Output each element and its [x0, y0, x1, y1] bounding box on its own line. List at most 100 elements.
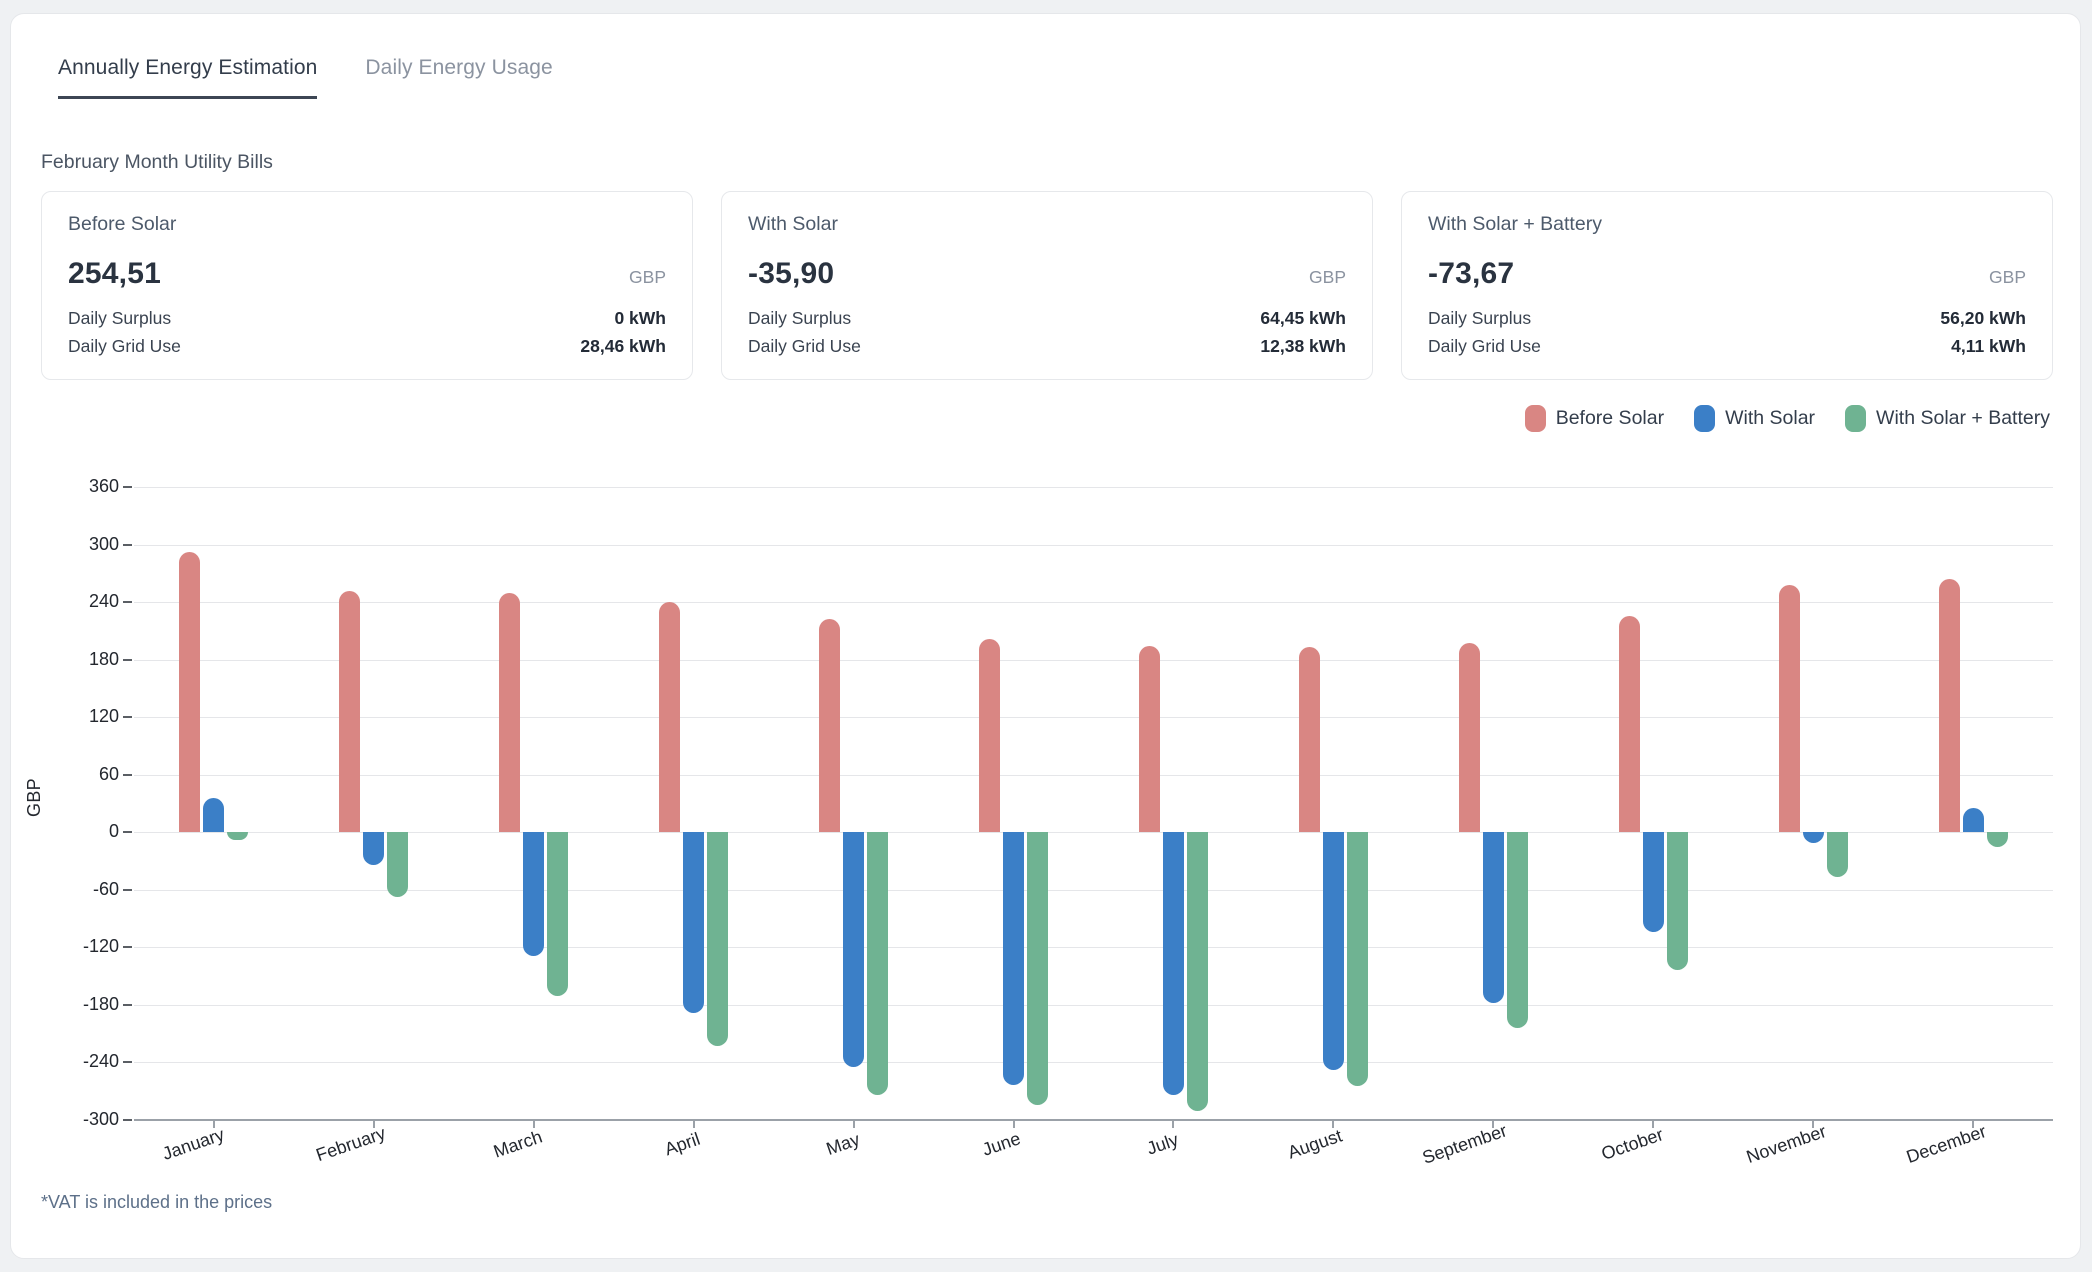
y-tick-label: -180: [82, 993, 119, 1014]
x-tick-mark: [372, 1120, 375, 1128]
bar-november-before-solar: [1778, 584, 1800, 833]
x-tick-label: June: [979, 1128, 1023, 1160]
summary-cards: Before Solar 254,51 GBP Daily Surplus 0 …: [41, 191, 2053, 380]
gridline: [134, 832, 2053, 834]
row-label: Daily Surplus: [1428, 308, 1532, 328]
bar-february-with-solar-battery: [387, 832, 409, 898]
row-label: Daily Grid Use: [1428, 336, 1541, 356]
gridline: [134, 717, 2053, 719]
y-tick-label: 60: [98, 763, 119, 784]
row-label: Daily Grid Use: [68, 336, 181, 356]
legend-item-before-solar[interactable]: Before Solar: [1524, 405, 1665, 432]
x-tick-mark: [1652, 1120, 1655, 1128]
vat-footnote: *VAT is included in the prices: [41, 1192, 273, 1212]
tab-daily-energy-usage[interactable]: Daily Energy Usage: [365, 56, 553, 79]
bar-september-with-solar: [1482, 832, 1504, 1003]
bar-december-before-solar: [1938, 579, 1960, 833]
gridline: [134, 659, 2053, 661]
row-value: 28,46 kWh: [580, 336, 666, 356]
tab-annually-energy-estimation[interactable]: Annually Energy Estimation: [58, 56, 318, 99]
main-panel: Annually Energy Estimation Daily Energy …: [10, 13, 2081, 1259]
bar-february-before-solar: [339, 590, 361, 833]
legend-swatch: [1524, 405, 1546, 432]
bar-may-with-solar: [843, 832, 865, 1068]
card-currency: GBP: [629, 267, 666, 287]
bar-november-with-solar: [1802, 832, 1824, 843]
row-value: 4,11 kWh: [1951, 336, 2026, 356]
daily-grid-use-row: Daily Grid Use 4,11 kWh: [1428, 336, 2026, 357]
bar-october-with-solar-battery: [1666, 832, 1688, 971]
bar-march-with-solar: [523, 832, 545, 956]
card-value: -73,67: [1428, 257, 1515, 290]
y-tick-label: -240: [82, 1051, 119, 1072]
card-value: 254,51: [68, 257, 161, 290]
gridline: [134, 947, 2053, 949]
y-tick-mark: [123, 486, 132, 488]
bar-september-with-solar-battery: [1506, 832, 1528, 1028]
y-tick-mark: [123, 946, 132, 949]
y-tick-mark: [123, 1061, 132, 1064]
bar-july-with-solar-battery: [1186, 832, 1208, 1112]
bar-june-before-solar: [979, 638, 1001, 833]
x-tick-label: November: [1743, 1121, 1829, 1167]
bar-april-with-solar: [683, 832, 705, 1013]
gridline: [134, 1062, 2053, 1064]
x-tick-label: July: [1144, 1129, 1182, 1159]
y-tick-label: 240: [88, 591, 119, 612]
bar-november-with-solar-battery: [1826, 832, 1848, 878]
annual-energy-bar-chart: GBP 360 300 240 180 120 60 0 -60 -120 -180 -240 -30…: [11, 476, 2053, 1207]
bar-march-with-solar-battery: [547, 832, 569, 997]
y-tick-mark: [123, 543, 132, 546]
legend-item-with-solar[interactable]: With Solar: [1694, 405, 1815, 432]
bar-may-before-solar: [819, 619, 841, 833]
gridline: [134, 1004, 2053, 1006]
y-tick-mark: [123, 1003, 132, 1006]
x-tick-label: September: [1420, 1120, 1510, 1168]
y-tick-label: 180: [88, 648, 119, 669]
legend-item-with-solar-battery[interactable]: With Solar + Battery: [1845, 405, 2050, 432]
bar-july-before-solar: [1138, 646, 1160, 833]
bar-august-before-solar: [1298, 647, 1320, 833]
gridline: [134, 889, 2053, 891]
bar-december-with-solar: [1962, 808, 1984, 833]
bar-may-with-solar-battery: [867, 832, 889, 1096]
bar-july-with-solar: [1162, 832, 1184, 1096]
y-tick-label: -60: [92, 878, 119, 899]
card-with-solar: With Solar -35,90 GBP Daily Surplus 64,4…: [721, 191, 1373, 380]
gridline: [134, 602, 2053, 604]
tab-bar: Annually Energy Estimation Daily Energy …: [58, 56, 553, 99]
y-tick-label: 0: [108, 821, 119, 842]
row-value: 64,45 kWh: [1260, 308, 1346, 328]
x-tick-label: August: [1285, 1125, 1346, 1163]
x-axis-line: [134, 1119, 2053, 1121]
x-tick-label: October: [1599, 1124, 1667, 1164]
bar-june-with-solar: [1003, 832, 1025, 1086]
x-tick-mark: [692, 1120, 695, 1128]
legend-swatch: [1694, 405, 1716, 432]
chart-legend: Before Solar With Solar With Solar + Batte…: [1524, 405, 2050, 432]
x-tick-label: February: [313, 1122, 388, 1166]
row-value: 12,38 kWh: [1260, 336, 1346, 356]
daily-grid-use-row: Daily Grid Use 12,38 kWh: [748, 336, 1346, 357]
legend-label: With Solar: [1725, 407, 1816, 429]
card-title: With Solar + Battery: [1428, 213, 1602, 235]
daily-surplus-row: Daily Surplus 0 kWh: [68, 308, 666, 329]
x-tick-mark: [532, 1120, 535, 1128]
y-tick-mark: [123, 888, 132, 891]
y-tick-label: -120: [82, 936, 119, 957]
bar-september-before-solar: [1458, 643, 1480, 833]
card-value: -35,90: [748, 257, 835, 290]
x-tick-mark: [212, 1120, 215, 1128]
page-title-rest: Month Utility Bills: [119, 151, 273, 173]
selected-month: February: [41, 151, 120, 173]
bar-january-with-solar-battery: [227, 832, 249, 840]
row-label: Daily Surplus: [68, 308, 172, 328]
bar-august-with-solar: [1322, 832, 1344, 1071]
bar-october-before-solar: [1618, 615, 1640, 833]
legend-swatch: [1845, 405, 1867, 432]
card-title: Before Solar: [68, 213, 177, 235]
y-tick-mark: [123, 601, 132, 604]
bar-june-with-solar-battery: [1027, 832, 1049, 1105]
legend-label: Before Solar: [1555, 407, 1665, 429]
x-tick-mark: [1172, 1120, 1175, 1128]
